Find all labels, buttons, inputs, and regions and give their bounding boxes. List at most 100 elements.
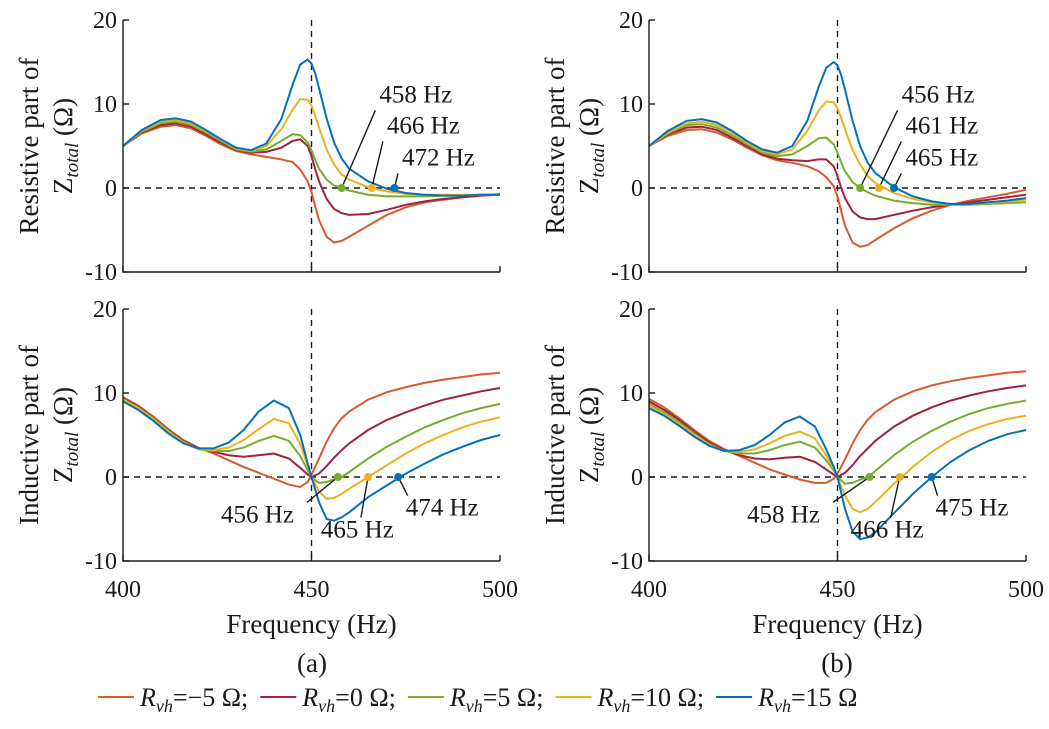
chart-top-a: -10 0 10 20 Resistive part of Ztotal (Ω) 458 H… [14, 8, 501, 286]
chart-bottom-b-marker-point [927, 473, 936, 481]
legend-symbol: R [757, 683, 774, 712]
chart-bottom-b-ytick-label: 10 [619, 381, 643, 407]
chart-bottom-b-marker-label: 466 Hz [851, 516, 924, 543]
legend-value: =0 Ω; [335, 683, 396, 712]
chart-top-b-series-1 [648, 125, 1027, 221]
chart-top-a-marker-label: 466 Hz [387, 112, 460, 139]
chart-bottom-b-ytick-label: -10 [611, 549, 643, 575]
chart-bottom-a-ylabel-line1: Inductive part of [14, 345, 44, 525]
chart-bottom-b-marker-leader [832, 476, 870, 503]
chart-bottom-a-marker-leader [306, 476, 339, 503]
legend-value: =−5 Ω; [173, 683, 248, 712]
chart-bottom-a-marker-label: 474 Hz [406, 495, 479, 522]
chart-top-b-ytick-label: -10 [611, 260, 643, 286]
chart-bottom-a-ytick-label: 0 [105, 465, 117, 491]
legend-item: Rvh=10 Ω; [555, 683, 704, 716]
chart-top-a-ytick-label: 20 [93, 8, 117, 34]
chart-bottom-a-series-4 [122, 399, 501, 522]
legend-sub: vh [156, 696, 173, 716]
chart-bottom-b-marker-label: 475 Hz [936, 495, 1009, 522]
legend-sub: vh [318, 696, 335, 716]
chart-bottom-a-marker-point [364, 473, 373, 481]
chart-bottom-b-ylabel-unit: (Ω) [574, 387, 604, 432]
chart-bottom-b-ylabel-sub: total [588, 432, 609, 467]
chart-bottom-b-xlabel: Frequency (Hz) [752, 609, 922, 639]
chart-top-b-marker-label: 465 Hz [905, 144, 978, 171]
panel-label-a: (a) [297, 648, 327, 678]
chart-top-a-marker-point [367, 184, 376, 192]
chart-top-a-series-2 [122, 120, 500, 198]
chart-top-b-marker-label: 456 Hz [902, 81, 975, 108]
chart-bottom-b: -10 0 10 20 400 450 500 Inductive part of Ztotal… [540, 297, 1044, 639]
legend-item: Rvh=−5 Ω; [98, 683, 248, 716]
legend-value: =10 Ω; [630, 683, 704, 712]
chart-bottom-a-xlabel: Frequency (Hz) [226, 609, 396, 639]
chart-top-a-ytick-label: 0 [105, 176, 117, 202]
chart-bottom-a-ytick-label: 20 [93, 297, 117, 323]
chart-top-b-marker-point [874, 184, 883, 192]
legend-symbol: R [301, 683, 318, 712]
chart-top-b-ytick-label: 10 [619, 92, 643, 118]
chart-bottom-a-marker-leader [360, 476, 369, 518]
chart-bottom-a-marker-point [394, 473, 403, 481]
legend-value: =15 Ω [791, 683, 858, 712]
chart-top-b-series-2 [648, 123, 1027, 206]
chart-bottom-b-series-4 [648, 407, 1027, 541]
chart-top-b-marker-point [890, 184, 899, 192]
chart-bottom-b-ylabel: Inductive part of Ztotal (Ω) [540, 345, 609, 525]
legend-sub: vh [774, 696, 791, 716]
chart-top-b-marker-point [856, 184, 865, 192]
legend-item: Rvh=15 Ω [716, 683, 857, 716]
chart-bottom-b-series-1 [648, 384, 1027, 479]
legend-symbol: R [596, 683, 613, 712]
chart-bottom-b-marker-point [865, 473, 874, 481]
chart-top-a-series-4 [122, 58, 500, 197]
legend-symbol: R [449, 683, 466, 712]
chart-bottom-a-marker-point [333, 473, 342, 481]
chart-top-a-marker-label: 458 Hz [379, 81, 452, 108]
chart-top-b: -10 0 10 20 Resistive part of Ztotal (Ω) 456 H… [540, 8, 1027, 286]
legend-item: Rvh=5 Ω; [407, 683, 544, 716]
chart-bottom-a-marker-label: 456 Hz [221, 501, 294, 528]
chart-bottom-b-xtick-label: 400 [631, 577, 667, 603]
chart-top-a-ylabel-line1: Resistive part of [14, 58, 44, 235]
chart-top-a-ytick-label: 10 [93, 92, 117, 118]
chart-top-b-ylabel: Resistive part of Ztotal (Ω) [540, 58, 609, 235]
chart-top-a-marker-point [337, 184, 346, 192]
chart-top-b-series-0 [648, 128, 1027, 248]
chart-top-a-marker-leader [341, 110, 377, 189]
chart-bottom-a-xtick-label: 450 [294, 577, 330, 603]
legend-value: =5 Ω; [483, 683, 544, 712]
legend-sub: vh [466, 696, 483, 716]
chart-bottom-b-ytick-label: 20 [619, 297, 643, 323]
chart-bottom-a-ylabel-sub: total [62, 432, 83, 467]
chart-bottom-b-ylabel-line1: Inductive part of [540, 345, 570, 525]
chart-top-a-marker-label: 472 Hz [402, 144, 475, 171]
chart-top-a-series-0 [122, 123, 501, 244]
legend-label: Rvh=10 Ω; [596, 683, 704, 716]
legend-symbol: R [139, 683, 156, 712]
chart-bottom-b-ytick-label: 0 [631, 465, 643, 491]
chart-top-a-marker-leader [371, 141, 384, 189]
chart-bottom-b-xtick-label: 450 [820, 577, 856, 603]
chart-top-a-series-1 [122, 122, 501, 216]
chart-bottom-a-xtick-label: 500 [482, 577, 518, 603]
chart-bottom-a-ylabel-unit: (Ω) [48, 387, 78, 432]
chart-bottom-a: -10 0 10 20 400 450 500 Inductive part of Ztotal… [14, 297, 518, 639]
chart-bottom-a-ylabel: Inductive part of Ztotal (Ω) [14, 345, 83, 525]
legend-label: Rvh=0 Ω; [301, 683, 396, 716]
chart-bottom-b-marker-label: 458 Hz [747, 501, 820, 528]
chart-bottom-b-xtick-label: 500 [1008, 577, 1044, 603]
chart-bottom-a-ylabel-symbol: Z [48, 467, 78, 484]
chart-top-b-ylabel-line1: Resistive part of [540, 58, 570, 235]
legend-item: Rvh=0 Ω; [260, 683, 396, 716]
panel-label-b: (b) [821, 648, 852, 678]
chart-top-a-ylabel: Resistive part of Ztotal (Ω) [14, 58, 83, 235]
chart-bottom-b-marker-leader [890, 476, 901, 518]
chart-top-a-ylabel-sub: total [62, 143, 83, 178]
chart-top-a-ytick-label: -10 [85, 260, 117, 286]
chart-top-b-marker-label: 461 Hz [905, 112, 978, 139]
chart-top-b-ylabel-unit: (Ω) [574, 98, 604, 143]
chart-top-a-ylabel-symbol: Z [48, 178, 78, 195]
